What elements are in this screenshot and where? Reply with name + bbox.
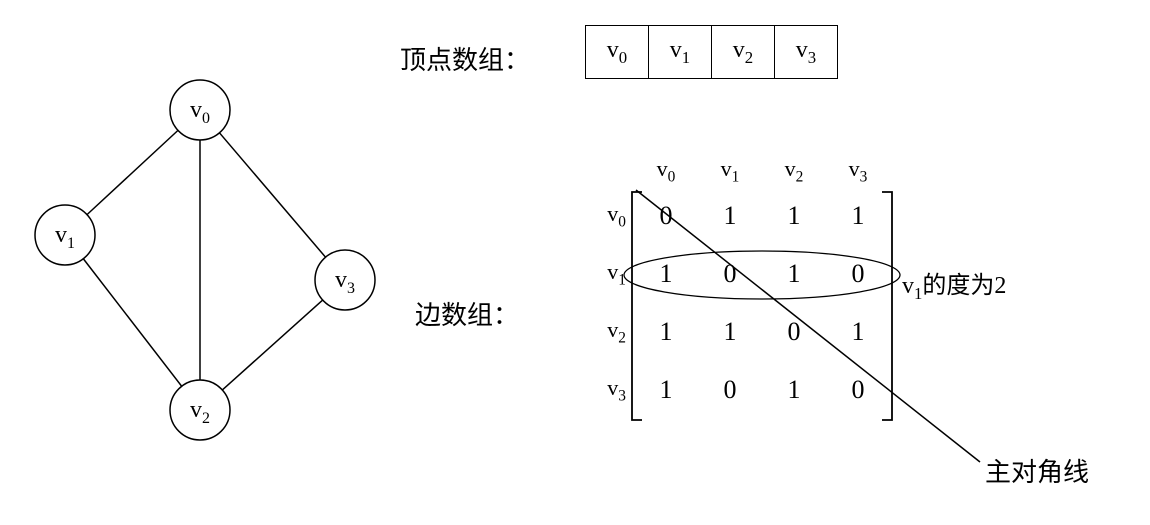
matrix-cell: 1: [698, 303, 762, 361]
vertex-array-cell: v3: [775, 26, 837, 78]
matrix-cell: 1: [634, 245, 698, 303]
matrix-cell: 1: [762, 361, 826, 419]
matrix-cell: 0: [698, 245, 762, 303]
vertex-array-cell: v2: [712, 26, 775, 78]
vertex-array-cell: v0: [586, 26, 649, 78]
main-diagonal-label: 主对角线: [985, 452, 1089, 489]
matrix-cell: 1: [826, 303, 890, 361]
adjacency-matrix: v0v1v2v3v00111v11010v21101v31010: [585, 155, 890, 419]
matrix-row-header: v3: [585, 361, 634, 419]
matrix-cell: 0: [826, 361, 890, 419]
edge-matrix-label: 边数组：: [415, 295, 519, 332]
degree-annotation: v1的度为2: [902, 265, 1006, 304]
matrix-cell: 0: [826, 245, 890, 303]
matrix-row-header: v2: [585, 303, 634, 361]
vertex-array-cell: v1: [649, 26, 712, 78]
matrix-row-header: v1: [585, 245, 634, 303]
matrix-col-header: v1: [698, 155, 762, 187]
vertex-array: v0v1v2v3: [585, 25, 838, 79]
matrix-cell: 1: [634, 361, 698, 419]
matrix-cell: 0: [634, 187, 698, 245]
diagram-root: { "colors": { "background": "#ffffff", "…: [0, 0, 1150, 525]
overlay-svg: [0, 0, 1150, 525]
matrix-cell: 1: [826, 187, 890, 245]
matrix-col-header: v0: [634, 155, 698, 187]
matrix-col-header: v2: [762, 155, 826, 187]
matrix-cell: 0: [698, 361, 762, 419]
matrix-col-header: v3: [826, 155, 890, 187]
matrix-cell: 1: [634, 303, 698, 361]
matrix-cell: 0: [762, 303, 826, 361]
matrix-row-header: v0: [585, 187, 634, 245]
matrix-cell: 1: [762, 245, 826, 303]
matrix-cell: 1: [698, 187, 762, 245]
vertex-array-label: 顶点数组：: [400, 40, 530, 77]
matrix-cell: 1: [762, 187, 826, 245]
